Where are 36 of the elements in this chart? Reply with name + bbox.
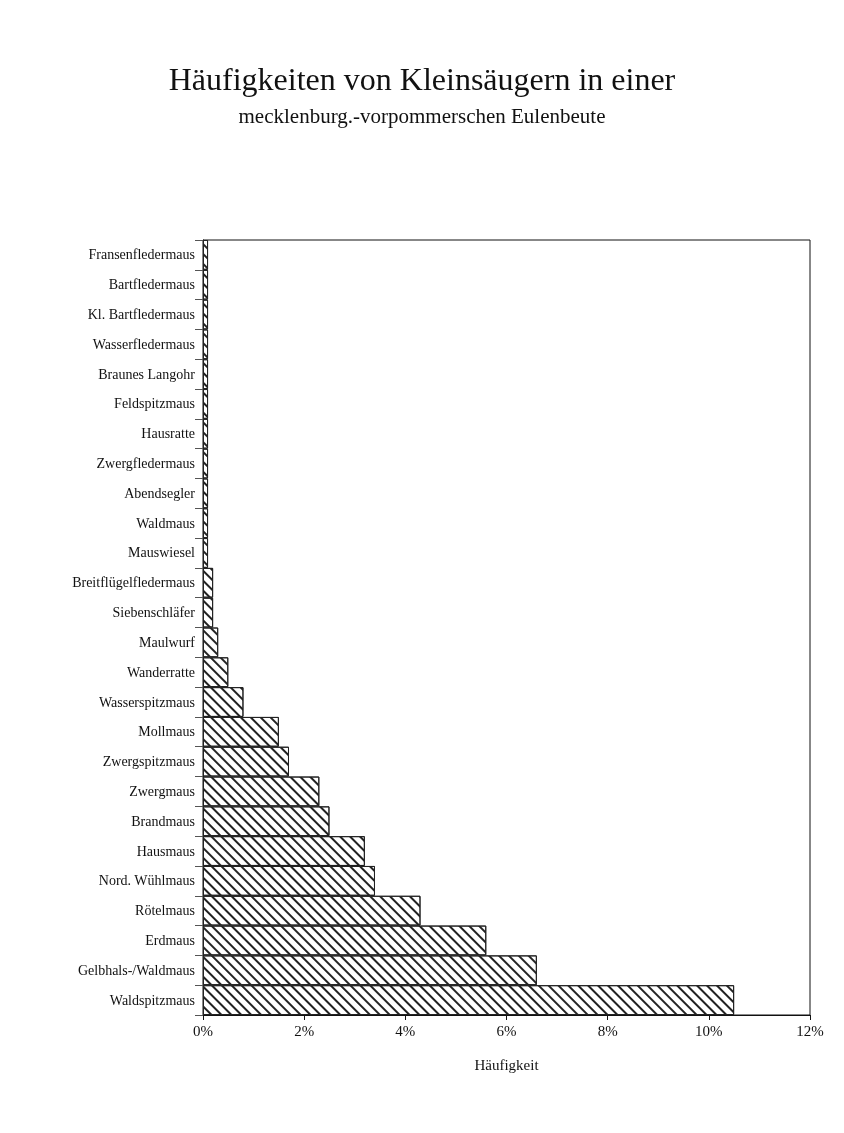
x-tick-label: 6% [496,1022,517,1039]
y-tick-label: Siebenschläfer [112,605,196,621]
y-tick-label: Braunes Langohr [98,366,196,382]
y-tick-label: Bartfledermaus [108,277,195,293]
y-tick-label: Zwergmaus [129,783,195,799]
chart-title: Häufigkeiten von Kleinsäugern in einer [168,61,676,97]
y-tick-label: Feldspitzmaus [114,396,195,412]
y-tick-label: Wasserfledermaus [92,336,195,352]
x-tick-label: 4% [395,1022,416,1039]
y-tick-label: Fransenfledermaus [88,247,195,263]
x-tick-label: 10% [695,1022,723,1039]
y-tick-label: Waldmaus [136,515,195,531]
y-tick-label: Rötelmaus [135,903,195,919]
y-tick-label: Mollmaus [138,724,195,740]
y-tick-label: Zwergfledermaus [96,456,195,472]
y-tick-label: Zwergspitzmaus [102,754,195,770]
y-tick-label: Hausmaus [136,843,195,859]
y-tick-label: Erdmaus [145,932,195,948]
y-tick-label: Wasserspitzmaus [98,694,195,710]
chart-subtitle: mecklenburg.-vorpommerschen Eulenbeute [238,103,606,128]
y-tick-label: Gelbhals-/Waldmaus [77,962,195,978]
y-tick-label: Wanderratte [126,664,195,680]
y-tick-label: Brandmaus [131,813,195,829]
x-tick-label: 8% [597,1022,618,1039]
x-axis-title: Häufigkeit [474,1056,540,1073]
x-tick-label: 0% [193,1022,213,1039]
y-tick-label: Breitflügelfledermaus [72,575,195,591]
y-tick-label: Abendsegler [124,485,196,501]
y-tick-label: Waldspitzmaus [109,992,195,1008]
x-tick-label: 2% [294,1022,315,1039]
y-tick-label: Mauswiesel [128,545,196,561]
x-tick-label: 12% [796,1022,824,1039]
y-tick-label: Hausratte [141,426,195,442]
y-tick-label: Maulwurf [139,634,196,650]
y-tick-label: Nord. Wühlmaus [98,873,195,889]
y-tick-label: Kl. Bartfledermaus [87,307,195,323]
